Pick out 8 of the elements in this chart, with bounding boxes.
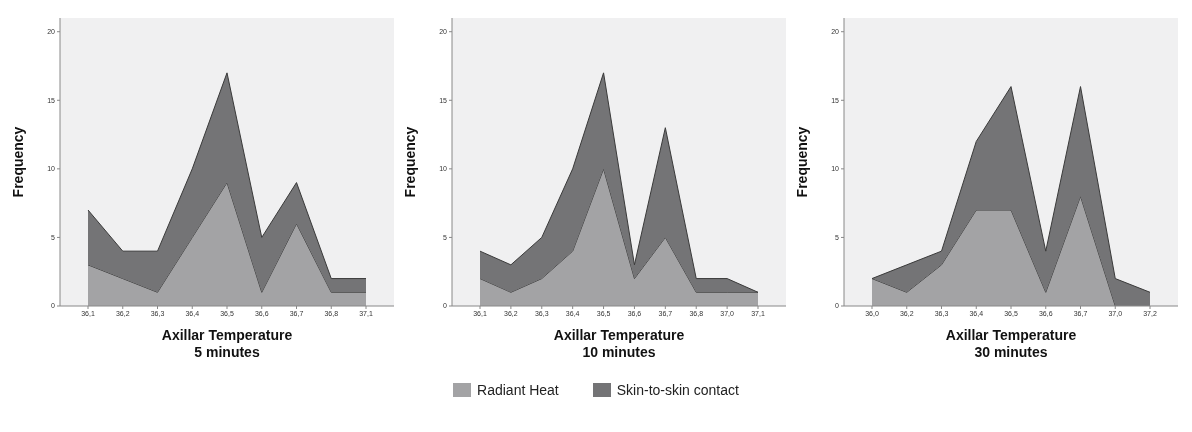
- y-axis-title: Frequency: [9, 126, 26, 198]
- y-axis-title: Frequency: [401, 126, 418, 198]
- x-axis-title: Axillar Temperature 10 minutes: [553, 327, 685, 360]
- legend-label: Skin-to-skin contact: [616, 382, 739, 398]
- legend-label: Radiant Heat: [477, 382, 559, 398]
- x-axis-title: Axillar Temperature 5 minutes: [161, 327, 293, 360]
- x-axis-title: Axillar Temperature 30 minutes: [945, 327, 1077, 360]
- y-axis-title: Frequency: [793, 126, 810, 198]
